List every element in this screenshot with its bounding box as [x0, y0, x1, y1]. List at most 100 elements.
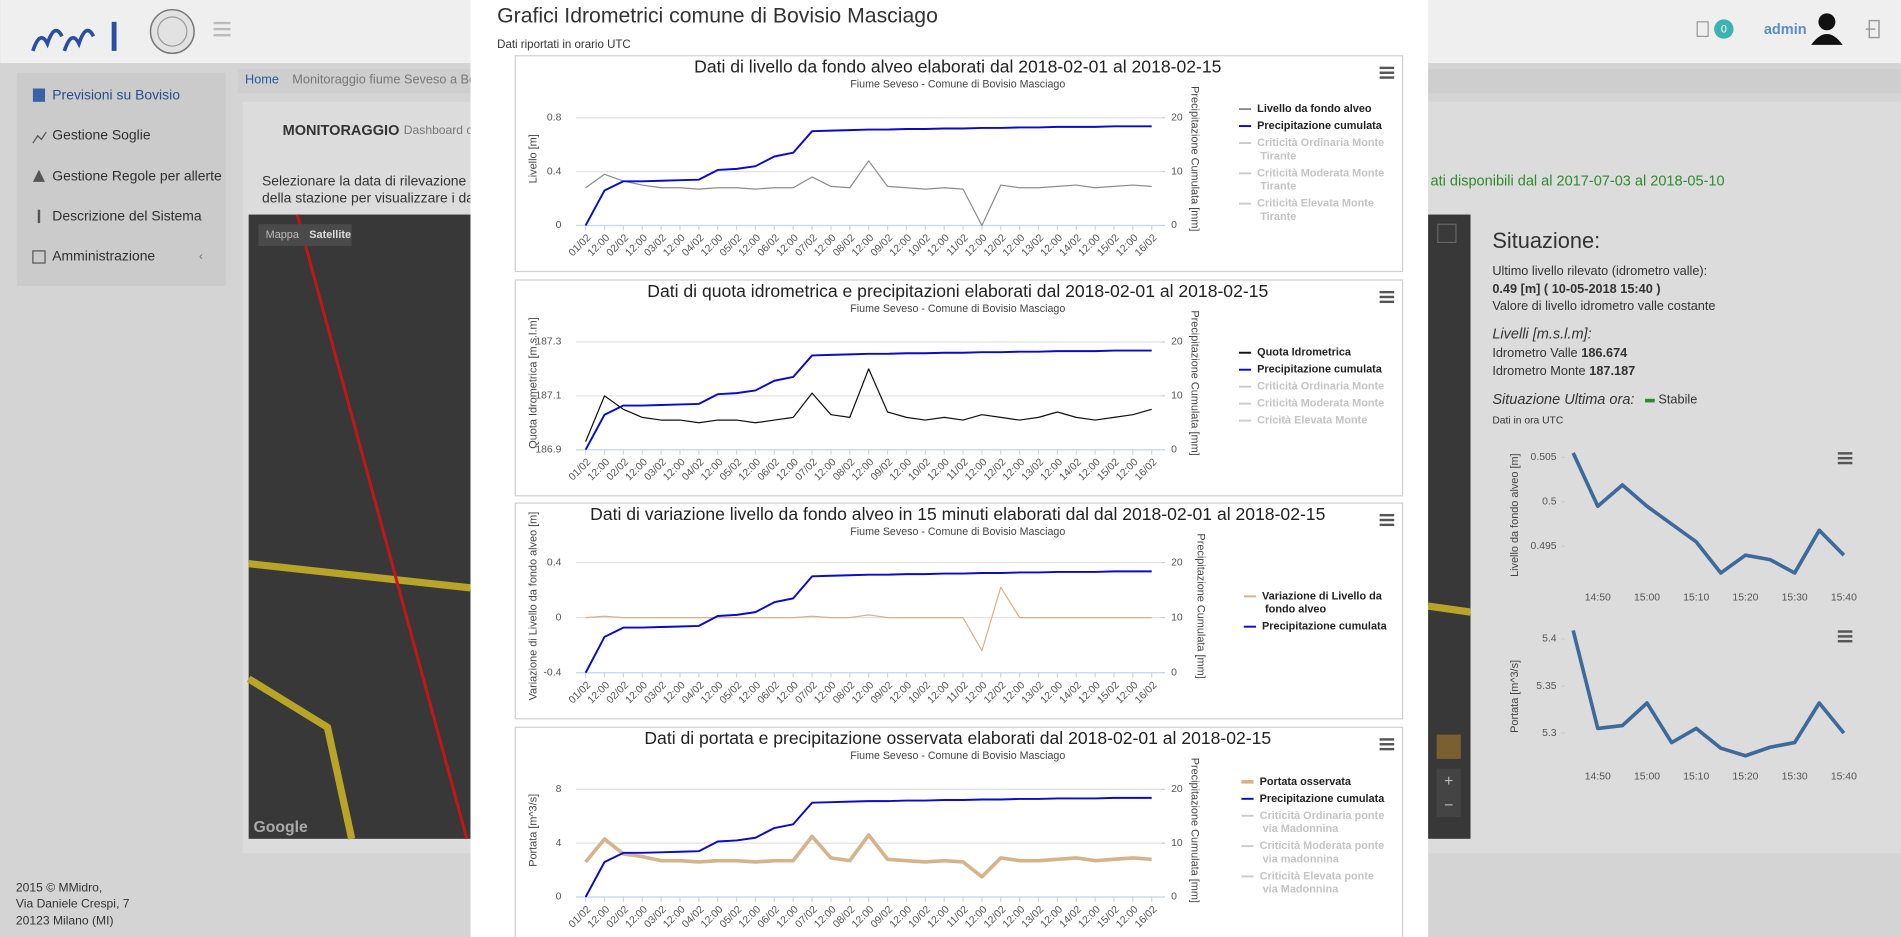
chart-menu-bar[interactable] — [1379, 518, 1395, 522]
y-axis-label: Portata [m^3/s] — [527, 794, 539, 867]
chart-menu-bar[interactable] — [1379, 523, 1395, 527]
submenu-arrow: ‹ — [199, 249, 203, 263]
legend-label[interactable]: Criticità Ordinaria Monte — [1257, 381, 1384, 393]
legend-label-line: Precipitazione cumulata — [1257, 364, 1383, 376]
y-tick-label: 0.8 — [547, 112, 562, 123]
legend-label-line: Criticità Moderata Monte — [1257, 398, 1384, 410]
level-value: 187.187 — [1589, 363, 1635, 378]
panel-subtitle: Dashboard c — [404, 123, 473, 137]
chart-menu-bar[interactable] — [1837, 630, 1853, 633]
legend-label-line: Precipitazione cumulata — [1257, 120, 1383, 132]
utc-note: Dati in ora UTC — [1492, 415, 1564, 426]
instruction: della stazione per visualizzare i dati — [262, 189, 481, 205]
series-line — [584, 349, 1152, 451]
notifications[interactable]: 0 — [1696, 19, 1734, 39]
sidebar-item[interactable]: Previsioni su Bovisio — [52, 86, 180, 102]
svg-text:+: + — [1444, 773, 1453, 790]
legend-label[interactable]: Precipitazione cumulata — [1262, 621, 1388, 633]
chart-menu-bar[interactable] — [1379, 76, 1395, 79]
map-type-button[interactable]: Mappa — [266, 229, 300, 241]
trend-icon — [1645, 398, 1655, 403]
chart-menu-bar[interactable] — [1837, 461, 1853, 465]
chart-menu-bar[interactable] — [1837, 456, 1853, 460]
legend-label-line: Criticità Elevata ponte — [1260, 870, 1374, 882]
series-line — [584, 570, 1152, 674]
sidebar-item[interactable]: Descrizione del Sistema — [52, 208, 202, 224]
map-type-button[interactable]: Satellite — [309, 229, 351, 241]
legend-label-line: via Madonnina — [1260, 884, 1340, 896]
chart-menu-bar[interactable] — [1379, 66, 1395, 70]
series-line — [585, 368, 1152, 442]
chart-menu-bar[interactable] — [1837, 640, 1853, 643]
chart-menu-bar[interactable] — [1379, 738, 1395, 741]
y2-tick-label: 0 — [1171, 444, 1177, 455]
y-tick-label: 5.4 — [1542, 634, 1557, 645]
chart-menu-bar[interactable] — [1379, 71, 1395, 74]
x-tick-label: 15:30 — [1782, 592, 1808, 603]
y2-tick-label: 20 — [1171, 337, 1183, 348]
y2-tick-label: 10 — [1171, 391, 1183, 402]
x-tick-label: 14:50 — [1585, 772, 1611, 783]
chart-menu-bar[interactable] — [1379, 295, 1395, 299]
legend-label[interactable]: Criticità Moderata ponte via madonnina — [1260, 840, 1385, 865]
chart-menu-bar[interactable] — [1837, 635, 1853, 638]
y-tick-label: 0.505 — [1531, 452, 1557, 463]
legend-label[interactable]: Criticità Elevata Monte Tirante — [1257, 198, 1374, 223]
modal-note: Dati riportati in orario UTC — [497, 39, 631, 51]
legend-label[interactable]: Portata osservata — [1260, 776, 1352, 788]
avatar[interactable] — [1811, 13, 1843, 45]
x-tick-label: 15:10 — [1683, 772, 1709, 783]
y2-axis-label: Precipitazione Cumulata [mm] — [1188, 86, 1200, 231]
y2-tick-label: 20 — [1171, 557, 1183, 568]
level-row: Idrometro Valle 186.674 — [1492, 345, 1627, 360]
sidebar-item[interactable]: Gestione Soglie — [52, 126, 151, 142]
x-tick-label: 15:40 — [1831, 772, 1857, 783]
y2-tick-label: 10 — [1171, 838, 1183, 849]
legend-label[interactable]: Quota Idrometrica — [1257, 347, 1352, 359]
chart-menu-bar[interactable] — [1379, 743, 1395, 746]
y2-tick-label: 20 — [1171, 112, 1183, 123]
situation-value: 0.49 [m] ( 10-05-2018 15:40 ) — [1492, 281, 1660, 296]
series-line — [585, 160, 1152, 227]
legend-label[interactable]: Variazione di Livello da fondo alveo — [1262, 590, 1383, 615]
svg-text:−: − — [1444, 797, 1453, 814]
legend-label-line: Portata osservata — [1260, 776, 1352, 788]
breadcrumb-home[interactable]: Home — [245, 71, 279, 86]
legend-label[interactable]: Cricità Elevata Monte — [1257, 414, 1367, 426]
chart-menu-bar[interactable] — [1379, 513, 1395, 517]
footer-line: Via Daniele Crespi, 7 — [16, 896, 130, 910]
legend-label[interactable]: Precipitazione cumulata — [1257, 120, 1383, 132]
user-name[interactable]: admin — [1764, 22, 1807, 38]
legend-label[interactable]: Precipitazione cumulata — [1260, 793, 1386, 805]
sidebar-item[interactable]: Gestione Regole per allerte — [52, 168, 222, 184]
map-controls[interactable]: + − — [1436, 223, 1461, 817]
chart-subtitle: Fiume Seveso - Comune di Bovisio Masciag… — [850, 303, 1065, 315]
y2-axis-label: Precipitazione Cumulata [mm] — [1188, 310, 1200, 455]
y2-axis-label: Precipitazione Cumulata [mm] — [1194, 533, 1206, 678]
y2-tick-label: 20 — [1171, 784, 1183, 795]
legend-label[interactable]: Precipitazione cumulata — [1257, 364, 1383, 376]
legend-label[interactable]: Criticità Ordinaria Monte Tirante — [1257, 137, 1384, 162]
menu-toggle[interactable] — [213, 21, 231, 37]
y-tick-label: 0.5 — [1542, 497, 1557, 508]
chart-box — [514, 279, 1404, 497]
legend-label-line: Tirante — [1257, 181, 1296, 193]
sidebar-item[interactable]: Amministrazione — [52, 248, 155, 264]
logout-icon[interactable] — [1865, 19, 1880, 39]
footer-line: 20123 Milano (MI) — [16, 913, 114, 927]
legend-label[interactable]: Criticità Elevata ponte via Madonnina — [1260, 870, 1374, 895]
sidebar-icons — [32, 88, 47, 264]
legend-label[interactable]: Livello da fondo alveo — [1257, 103, 1372, 115]
situation-title: Situazione: — [1492, 228, 1600, 253]
legend-label[interactable]: Criticità Ordinaria ponte via Madonnina — [1260, 810, 1385, 835]
x-tick-label: 15:10 — [1683, 592, 1709, 603]
chart-menu-bar[interactable] — [1379, 300, 1395, 304]
y-tick-label: 5.3 — [1542, 728, 1557, 739]
chart-menu-bar[interactable] — [1379, 290, 1395, 294]
legend-label[interactable]: Criticità Moderata Monte — [1257, 398, 1384, 410]
y-tick-label: 0 — [556, 220, 562, 231]
legend-label[interactable]: Criticità Moderata Monte Tirante — [1257, 167, 1384, 192]
chart-menu-bar[interactable] — [1837, 452, 1853, 455]
chart-menu-bar[interactable] — [1379, 747, 1395, 751]
y2-tick-label: 10 — [1171, 612, 1183, 623]
